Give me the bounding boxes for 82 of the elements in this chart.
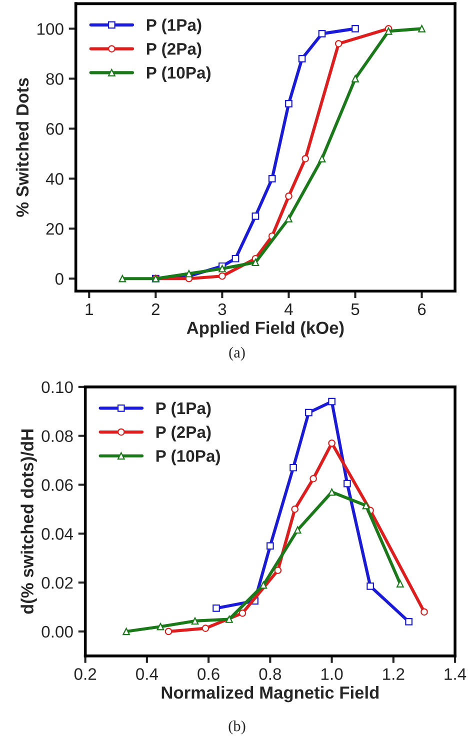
point: [285, 100, 292, 108]
y-tick-label: 0.00: [42, 626, 73, 638]
legend-label: P (10Pa): [156, 450, 220, 466]
point: [396, 580, 404, 588]
y-tick-label: 0.04: [42, 528, 74, 540]
point: [318, 154, 326, 162]
point: [334, 40, 342, 48]
point: [418, 25, 426, 32]
x-tick-label: 0.8: [259, 668, 282, 680]
y-tick-label: 80: [46, 73, 64, 85]
point: [328, 488, 336, 496]
point: [310, 474, 317, 482]
point: [156, 622, 164, 630]
point: [164, 628, 172, 636]
legend-label: P (2Pa): [146, 42, 202, 58]
y-tick-label: 100: [38, 23, 64, 35]
x-tick-label: 1.4: [444, 668, 466, 680]
point: [285, 214, 292, 222]
point: [328, 439, 336, 447]
x-tick-label: 0.4: [136, 668, 158, 680]
y-tick-label: 20: [46, 223, 64, 235]
text: (b): [228, 720, 246, 734]
point: [344, 480, 351, 488]
y-tick-label: 60: [46, 123, 64, 135]
x-tick-label: 4: [284, 304, 293, 315]
point: [352, 25, 359, 32]
point: [118, 274, 126, 282]
legend-label: P (10Pa): [146, 66, 210, 82]
legend-label: P (2Pa): [156, 426, 211, 442]
x-tick-label: 6: [418, 303, 426, 316]
point: [318, 30, 326, 38]
point: [362, 502, 370, 510]
y-tick-label: 0.10: [42, 381, 73, 394]
x-tick-label: 0.2: [74, 668, 96, 680]
point: [266, 542, 274, 550]
point: [291, 506, 299, 513]
x-tick-label: 1.2: [383, 668, 404, 680]
point: [285, 192, 292, 200]
point: [298, 54, 306, 62]
point: [122, 628, 130, 636]
y-tick-label: 0: [55, 273, 64, 285]
text: (a): [229, 346, 245, 361]
x-tick-label: 5: [351, 304, 360, 316]
point: [405, 618, 413, 626]
point: [232, 254, 240, 262]
point: [420, 608, 428, 616]
point: [366, 582, 374, 590]
y-axis-title: d(% switched dots)/dH: [20, 430, 37, 614]
y-tick-label: 40: [46, 173, 64, 185]
x-tick-label: 0.6: [198, 668, 220, 680]
point: [252, 258, 260, 266]
y-tick-label: 0.08: [42, 430, 73, 442]
point: [352, 74, 359, 82]
point: [328, 398, 336, 406]
y-axis-title: % Switched Dots: [16, 78, 29, 217]
point: [260, 581, 268, 589]
point: [384, 28, 392, 35]
y-tick-label: 0.06: [42, 479, 73, 491]
point: [191, 617, 199, 625]
point: [202, 624, 210, 632]
point: [226, 616, 233, 623]
y-tick-label: 0.02: [42, 576, 73, 589]
x-tick-label: 3: [218, 303, 226, 316]
point: [268, 174, 276, 182]
point: [294, 526, 302, 534]
x-tick-label: 2: [152, 303, 160, 315]
point: [305, 408, 312, 416]
point: [218, 264, 226, 272]
point: [218, 272, 226, 280]
legend-label: P (1Pa): [146, 18, 202, 34]
point: [238, 609, 246, 617]
point: [212, 604, 220, 612]
x-tick-label: 1: [86, 304, 93, 315]
point: [274, 566, 282, 574]
point: [302, 154, 310, 162]
legend-label: P (1Pa): [156, 402, 211, 418]
point: [252, 212, 260, 220]
point: [185, 270, 193, 278]
x-axis-title: Applied Field (kOe): [186, 321, 344, 338]
x-tick-label: 1.0: [321, 668, 343, 680]
point: [290, 464, 297, 472]
x-axis-title: Normalized Magnetic Field: [162, 686, 379, 702]
